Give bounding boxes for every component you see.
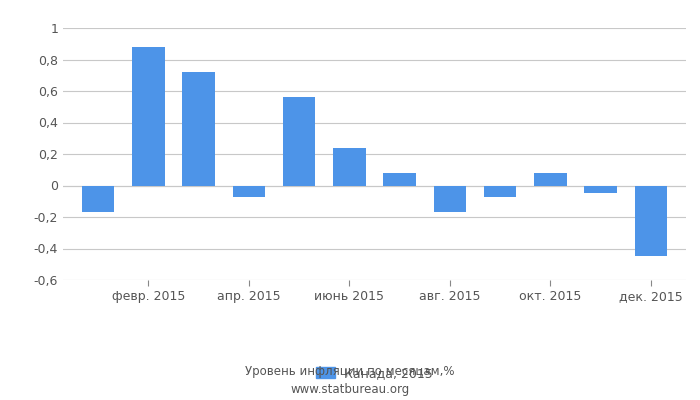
- Bar: [384, 173, 416, 186]
- Bar: [132, 47, 164, 186]
- Bar: [433, 186, 466, 212]
- Bar: [232, 186, 265, 196]
- Bar: [484, 186, 517, 196]
- Bar: [634, 186, 667, 256]
- Bar: [333, 148, 365, 186]
- Bar: [82, 186, 115, 212]
- Text: Уровень инфляции по месяцам,%: Уровень инфляции по месяцам,%: [245, 366, 455, 378]
- Bar: [534, 173, 567, 186]
- Bar: [283, 97, 316, 186]
- Legend: Канада, 2015: Канада, 2015: [316, 367, 433, 380]
- Text: www.statbureau.org: www.statbureau.org: [290, 384, 410, 396]
- Bar: [182, 72, 215, 186]
- Bar: [584, 186, 617, 193]
